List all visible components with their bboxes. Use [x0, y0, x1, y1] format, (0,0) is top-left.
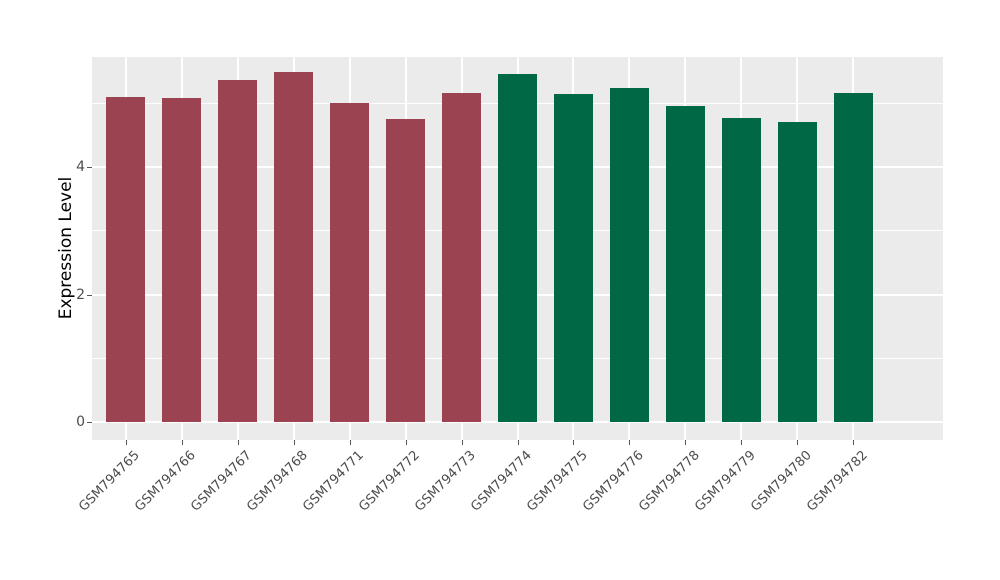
bar [833, 92, 873, 423]
x-tick-mark [181, 440, 183, 445]
bar [609, 88, 650, 423]
x-tick-mark [629, 440, 631, 445]
x-tick-mark [461, 440, 463, 445]
x-tick-mark [125, 440, 127, 445]
plot-panel [92, 57, 943, 440]
bar [777, 122, 818, 423]
bar [497, 73, 538, 423]
bar [553, 93, 594, 423]
bar [105, 97, 146, 423]
x-tick-mark [573, 440, 575, 445]
bar [385, 118, 426, 423]
y-tick-label: 4 [76, 159, 85, 176]
bar [161, 97, 202, 423]
bar [273, 72, 314, 423]
bar [329, 102, 370, 423]
x-tick-mark [349, 440, 351, 445]
x-tick-mark [741, 440, 743, 445]
bar [217, 79, 258, 423]
x-tick-mark [685, 440, 687, 445]
y-tick-label: 2 [76, 286, 85, 303]
bar [665, 106, 706, 423]
x-tick-mark [797, 440, 799, 445]
x-tick-mark [293, 440, 295, 445]
y-tick-label: 0 [76, 414, 85, 431]
y-tick-mark [87, 422, 92, 424]
y-tick-mark [87, 294, 92, 296]
x-tick-mark [405, 440, 407, 445]
x-tick-mark [853, 440, 855, 445]
y-tick-mark [87, 167, 92, 169]
x-tick-mark [237, 440, 239, 445]
bar [441, 92, 482, 423]
bar [721, 118, 762, 423]
x-tick-mark [517, 440, 519, 445]
